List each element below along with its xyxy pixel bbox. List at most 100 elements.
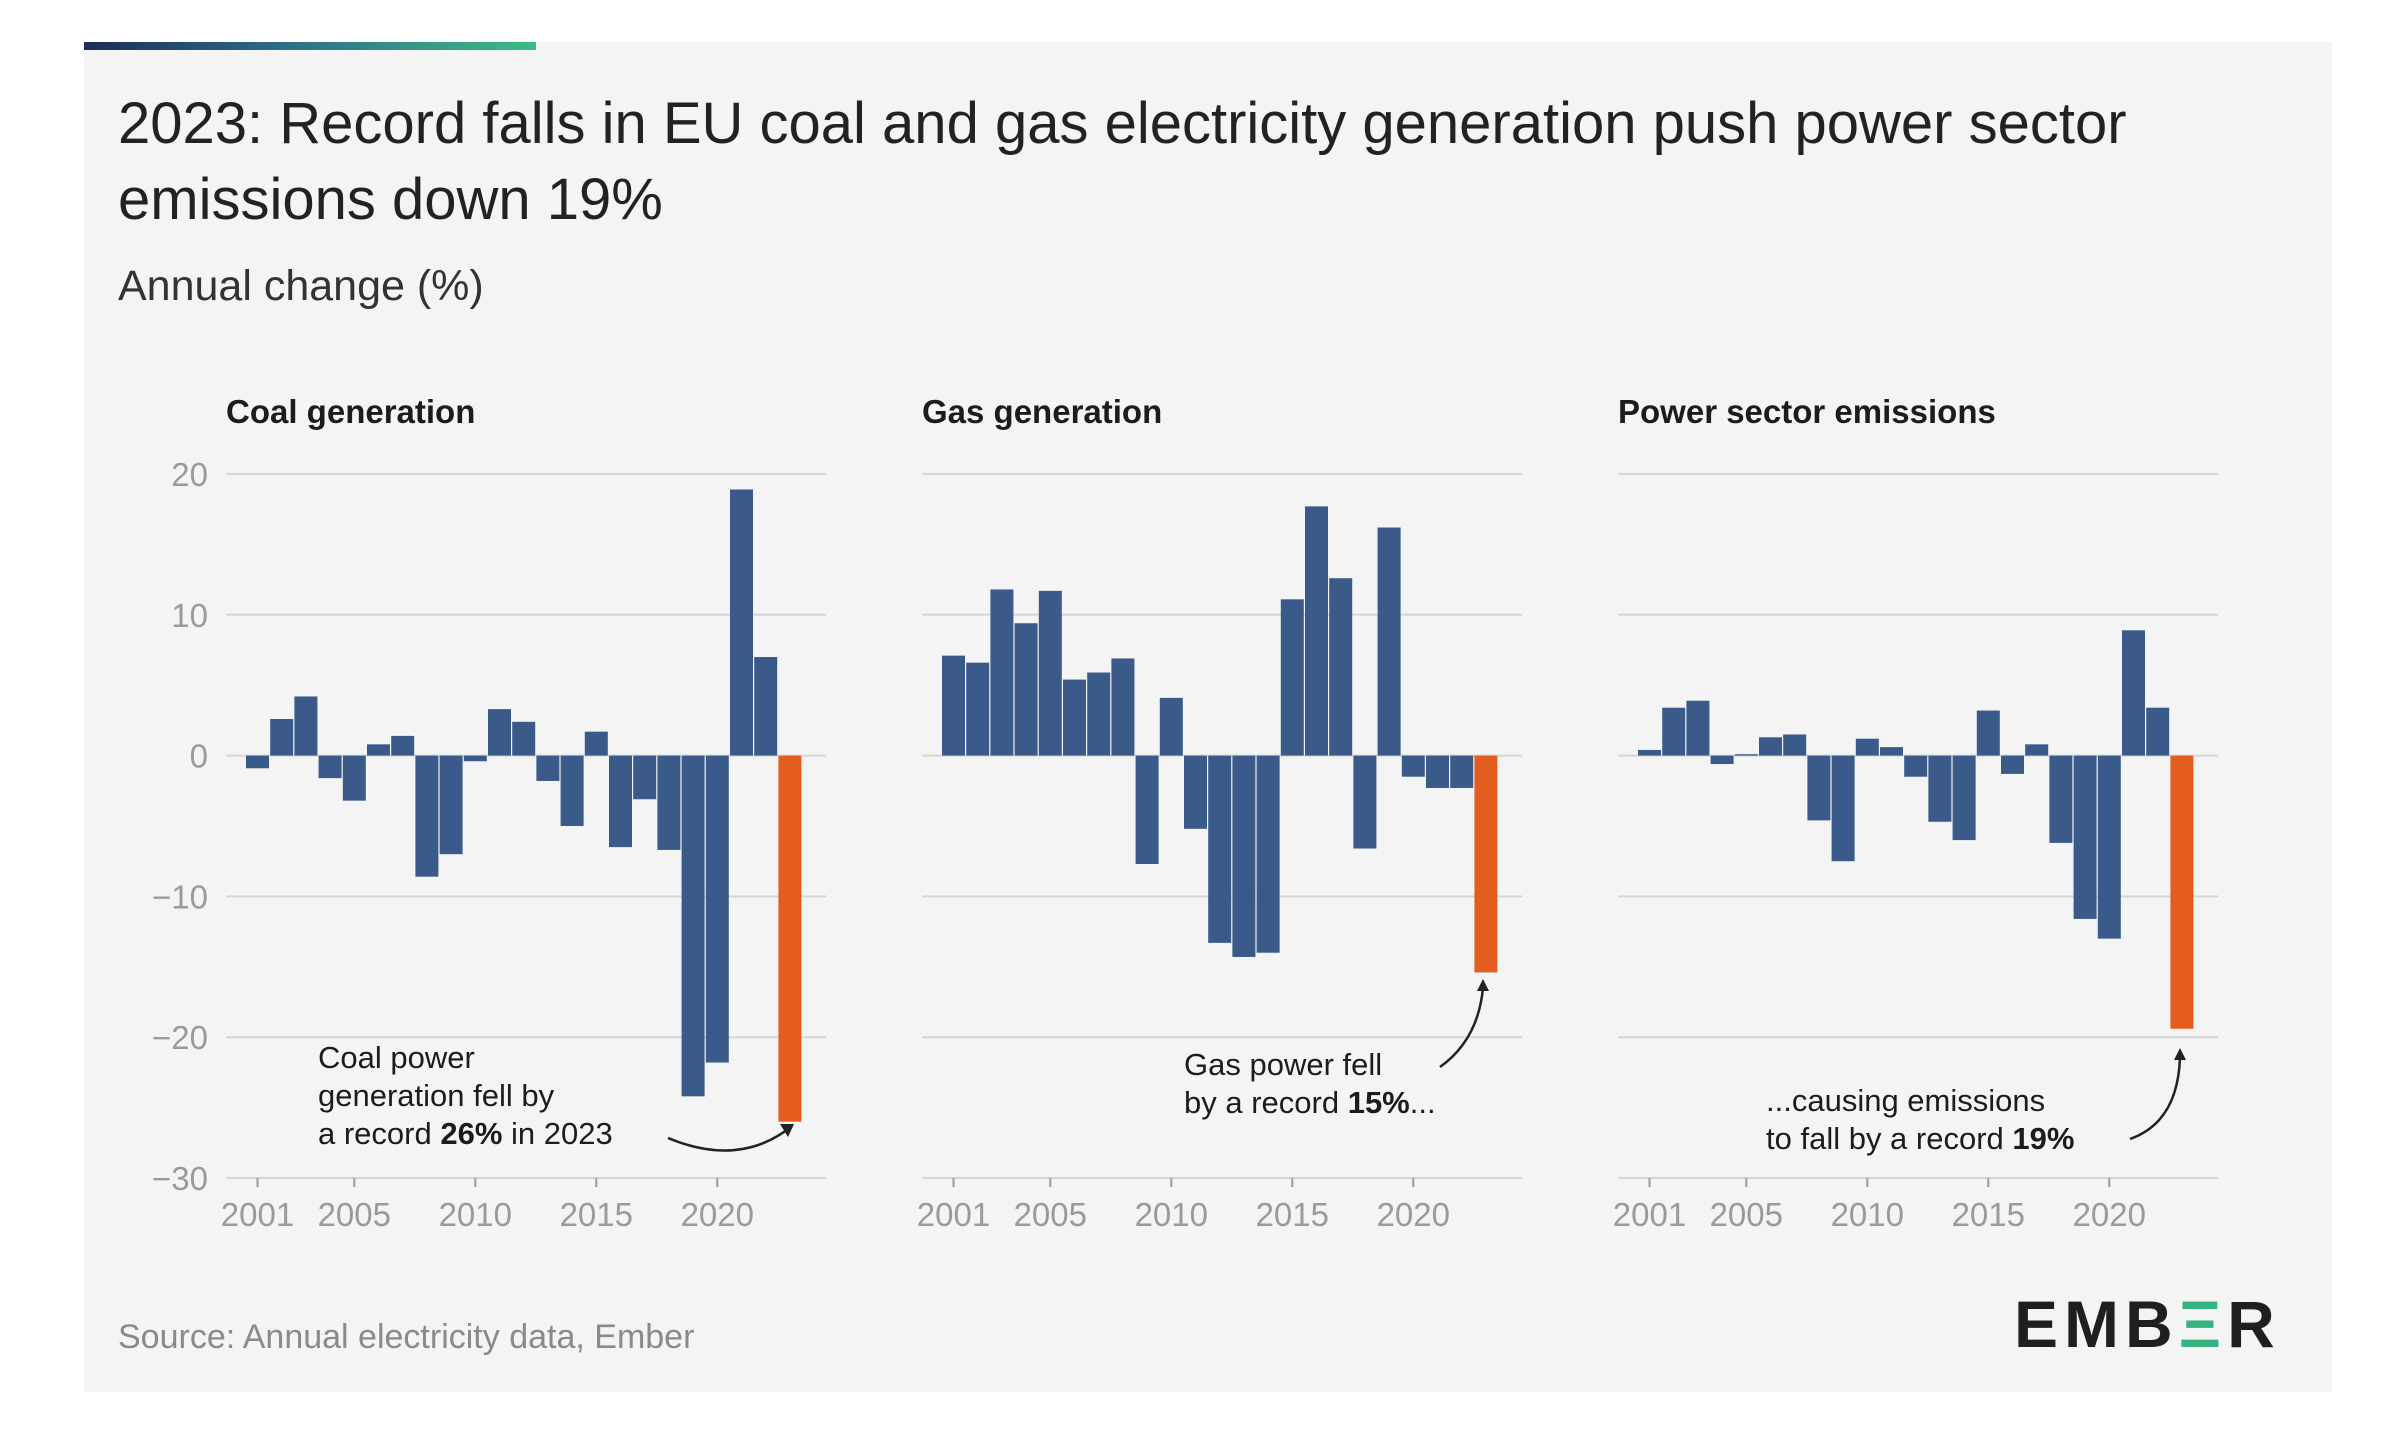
bar-2013 bbox=[1928, 755, 1952, 822]
panel-title-coal: Coal generation bbox=[226, 393, 475, 430]
bar-2001 bbox=[246, 755, 269, 769]
panel-gas-generation: Gas generation 2001 2005 2010 2015 2020 Gas … bbox=[917, 393, 1522, 1233]
accent-bar bbox=[84, 42, 536, 50]
bar-2013 bbox=[536, 755, 560, 781]
bar-2008 bbox=[1111, 658, 1135, 756]
bar-2017 bbox=[633, 755, 657, 800]
bar-2002 bbox=[270, 718, 294, 756]
y-tick-label: −10 bbox=[152, 878, 208, 915]
ember-logo: EMBΞR bbox=[2014, 1287, 2281, 1361]
x-tick-label: 2015 bbox=[560, 1196, 633, 1233]
bar-2023-highlight bbox=[2170, 755, 2194, 1029]
x-tick-label: 2015 bbox=[1256, 1196, 1329, 1233]
coal-annotation-arrow bbox=[667, 1125, 793, 1152]
emissions-annotation-arrow bbox=[2129, 1056, 2182, 1141]
bar-2016 bbox=[609, 755, 632, 848]
bar-2004 bbox=[1014, 623, 1038, 756]
gas-annotation-arrow bbox=[1439, 987, 1485, 1069]
bar-2007 bbox=[1783, 734, 1807, 756]
bar-2015 bbox=[1280, 599, 1304, 756]
bar-2013 bbox=[1232, 755, 1256, 957]
bar-2017 bbox=[1329, 578, 1353, 756]
bar-2011 bbox=[1880, 747, 1903, 756]
bar-2006 bbox=[1063, 679, 1086, 756]
bar-2015 bbox=[1976, 710, 2000, 756]
bar-2003 bbox=[990, 589, 1014, 756]
x-tick-label: 2001 bbox=[221, 1196, 294, 1233]
bar-2009 bbox=[1135, 755, 1159, 865]
bar-2018 bbox=[657, 755, 681, 850]
bar-2014 bbox=[560, 755, 584, 826]
coal-annotation-line1: Coal power bbox=[318, 1040, 475, 1075]
bar-2006 bbox=[1759, 737, 1782, 756]
emissions-annotation-line2: to fall by a record 19% bbox=[1766, 1121, 2074, 1156]
bar-2017 bbox=[2025, 744, 2049, 756]
bar-2022 bbox=[2146, 707, 2170, 756]
x-tick-label: 2005 bbox=[1014, 1196, 1087, 1233]
bar-2012 bbox=[1208, 755, 1232, 943]
bar-2012 bbox=[1904, 755, 1928, 777]
bar-2019 bbox=[2073, 755, 2097, 919]
bar-2016 bbox=[1305, 506, 1328, 756]
bar-2003 bbox=[1686, 700, 1710, 756]
bar-2010 bbox=[1159, 697, 1183, 756]
x-tick-label: 2005 bbox=[318, 1196, 391, 1233]
panel-title-gas: Gas generation bbox=[922, 393, 1162, 430]
gas-annotation-line1: Gas power fell bbox=[1184, 1047, 1382, 1082]
gas-arrowhead-icon bbox=[1477, 979, 1489, 991]
bar-2022 bbox=[754, 657, 778, 756]
x-tick-label: 2001 bbox=[1613, 1196, 1686, 1233]
bar-2018 bbox=[1353, 755, 1377, 849]
chart-card bbox=[84, 42, 2332, 1392]
bar-2012 bbox=[512, 721, 536, 756]
bar-2007 bbox=[391, 735, 415, 756]
bar-2004 bbox=[318, 755, 342, 779]
bar-2019 bbox=[1377, 527, 1401, 756]
bar-2021 bbox=[1426, 755, 1449, 788]
bar-2001 bbox=[942, 655, 965, 756]
chart-title: 2023: Record falls in EU coal and gas el… bbox=[118, 91, 2127, 232]
bar-2005 bbox=[342, 755, 366, 801]
bar-2011 bbox=[1184, 755, 1207, 829]
y-tick-label: 10 bbox=[171, 597, 208, 634]
x-tick-label: 2001 bbox=[917, 1196, 990, 1233]
bar-2014 bbox=[1952, 755, 1976, 841]
x-tick-label: 2020 bbox=[2073, 1196, 2146, 1233]
x-tick-label: 2005 bbox=[1710, 1196, 1783, 1233]
x-tick-label: 2020 bbox=[681, 1196, 754, 1233]
y-tick-label: −30 bbox=[152, 1160, 208, 1197]
bar-2010 bbox=[1855, 738, 1879, 756]
bar-2019 bbox=[681, 755, 705, 1097]
bar-2003 bbox=[294, 696, 318, 756]
y-tick-label: −20 bbox=[152, 1019, 208, 1056]
y-tick-label: 20 bbox=[171, 456, 208, 493]
x-tick-label: 2010 bbox=[1135, 1196, 1208, 1233]
bar-2011 bbox=[488, 709, 511, 756]
bar-2009 bbox=[439, 755, 463, 855]
bar-2002 bbox=[966, 662, 990, 756]
bar-2008 bbox=[415, 755, 439, 877]
bar-2006 bbox=[367, 744, 390, 756]
bar-2009 bbox=[1831, 755, 1855, 862]
bar-2015 bbox=[584, 731, 608, 756]
emissions-annotation-line1: ...causing emissions bbox=[1766, 1083, 2045, 1118]
bar-2018 bbox=[2049, 755, 2073, 843]
x-tick-label: 2010 bbox=[1831, 1196, 1904, 1233]
bar-2007 bbox=[1087, 672, 1111, 756]
bar-2014 bbox=[1256, 755, 1280, 953]
bar-2005 bbox=[1038, 590, 1062, 756]
bar-2005 bbox=[1734, 754, 1758, 756]
x-tick-label: 2010 bbox=[439, 1196, 512, 1233]
coal-annotation-line3: a record 26% in 2023 bbox=[318, 1116, 613, 1151]
gas-annotation-line2: by a record 15%... bbox=[1184, 1085, 1436, 1120]
bar-2023-highlight bbox=[778, 755, 802, 1122]
bar-2020 bbox=[705, 755, 729, 1063]
bar-2022 bbox=[1450, 755, 1474, 788]
chart-subtitle: Annual change (%) bbox=[118, 262, 484, 310]
x-tick-label: 2020 bbox=[1377, 1196, 1450, 1233]
bar-2020 bbox=[2097, 755, 2121, 939]
bar-2016 bbox=[2001, 755, 2024, 774]
panel-power-sector-emissions: Power sector emissions 2001 2005 2010 2015 2… bbox=[1613, 393, 2218, 1233]
bar-2021 bbox=[2122, 630, 2145, 756]
